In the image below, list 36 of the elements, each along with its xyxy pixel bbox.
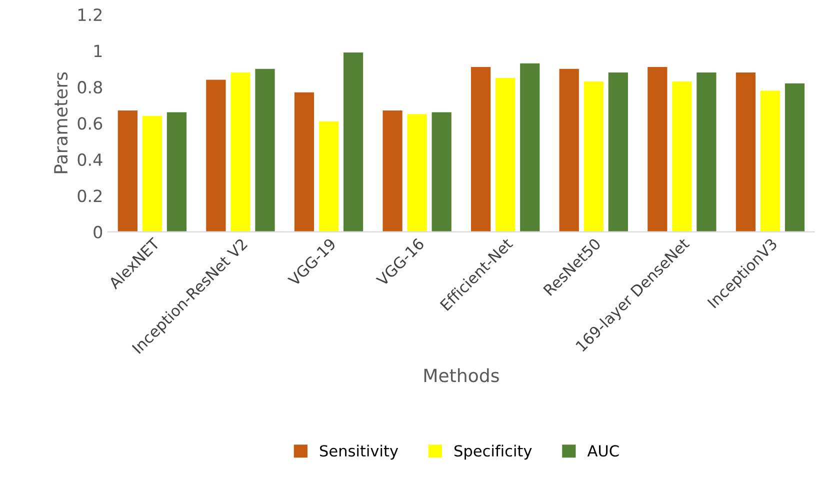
bar — [142, 116, 162, 232]
bar — [736, 72, 756, 232]
y-tick-label: 1.2 — [78, 8, 102, 21]
bar — [255, 68, 275, 232]
legend-label: AUC — [587, 445, 619, 457]
bar — [318, 121, 339, 232]
x-axis-title: Methods — [424, 368, 499, 382]
bar — [496, 78, 516, 232]
y-axis-title: Parameters — [54, 72, 68, 174]
bar — [520, 63, 540, 232]
bar — [696, 72, 716, 232]
bar — [407, 114, 427, 232]
bar — [118, 110, 138, 232]
bar — [294, 92, 314, 232]
y-tick-label: 1 — [94, 44, 102, 58]
bar — [760, 90, 780, 232]
bar — [166, 112, 187, 232]
bar — [784, 83, 805, 232]
y-tick-label: 0.2 — [78, 190, 102, 202]
bar — [608, 72, 628, 232]
bar — [471, 67, 491, 232]
bar — [559, 68, 579, 232]
bar — [206, 80, 226, 232]
y-tick-label: 0.8 — [78, 80, 102, 94]
legend-label: Specificity — [454, 444, 532, 460]
bar — [382, 110, 402, 232]
bar — [343, 52, 364, 232]
y-tick-label: 0.4 — [78, 153, 102, 166]
bar — [584, 82, 604, 232]
y-tick-label: 0.6 — [78, 117, 102, 130]
bar — [648, 67, 668, 232]
bar — [432, 112, 452, 232]
y-tick-label: 0 — [94, 226, 102, 238]
bar — [230, 72, 250, 232]
legend-label: Sensitivity — [320, 444, 398, 460]
bar — [672, 82, 692, 232]
